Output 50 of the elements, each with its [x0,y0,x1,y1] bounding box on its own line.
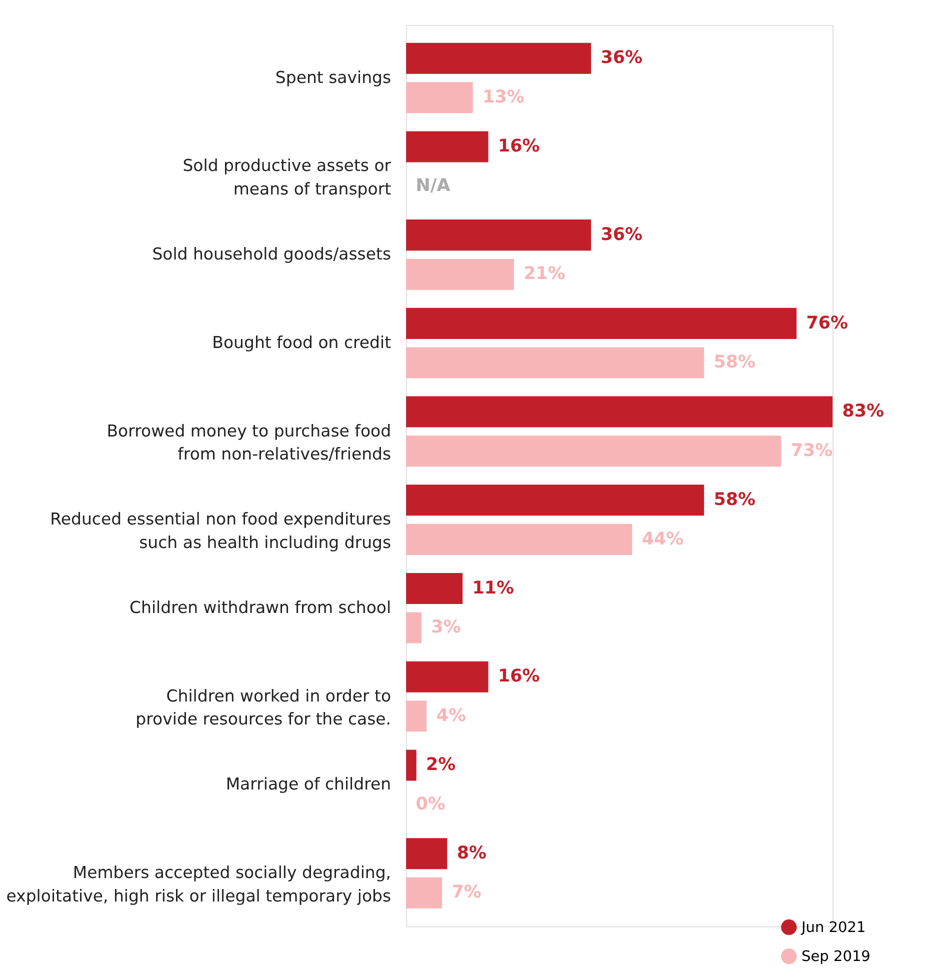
bar [406,396,833,428]
y-tick-label: Sold household goods/assets [152,244,392,264]
y-tick-label: Marriage of children [226,774,392,794]
y-tick-label: Children withdrawn from school [130,598,392,618]
data-label: 58% [714,490,756,510]
bar [406,524,632,555]
y-tick-label: Children worked in order to provide resources for the case. [136,686,392,729]
bar [406,612,422,644]
data-label: 8% [456,843,486,864]
y-tick-label: Members accepted socially degrading, exploitative, high risk or illegal temporary jobs [6,863,392,906]
data-label: 58% [714,352,756,373]
data-label: 3% [431,618,461,638]
data-label: 73% [790,440,833,461]
bar [406,42,592,74]
data-label: 21% [524,264,566,284]
bar [406,661,488,692]
data-label: 44% [642,529,684,550]
bar [406,220,592,251]
bar [406,484,704,516]
y-tick-label: Reduced essential non food expenditures such as health including drugs [50,510,392,552]
y-tick-label: Borrowed money to purchase food from non-relatives/friends [106,421,392,464]
data-label: 36% [600,224,642,245]
data-label: 16% [498,136,540,157]
y-tick-label: Sold productive assets or means of transport [182,156,392,198]
data-label: 36% [600,48,642,68]
data-label: 7% [452,882,482,903]
data-label: 0% [416,794,446,814]
text: N/A [416,176,450,196]
data-label: 83% [842,402,884,422]
legend-label: Jun 2021 [800,920,866,936]
data-label: 4% [436,706,466,726]
bar [406,750,416,781]
bar [406,131,488,162]
bar [406,838,448,870]
y-tick-label: Bought food on credit [212,332,392,352]
data-label: 2% [426,755,456,776]
bar [406,573,463,604]
bar [406,877,442,908]
bar [406,82,473,114]
bar [406,258,514,290]
data-label: 16% [498,666,540,687]
data-label: 13% [482,87,524,108]
y-tick-label: Spent savings [275,68,392,87]
bar [406,308,797,339]
bar [406,436,782,467]
bar [406,347,704,378]
data-label: 76% [806,313,848,334]
bar [406,700,427,732]
legend-label: Sep 2019 [802,949,870,966]
data-label: 11% [472,578,514,598]
